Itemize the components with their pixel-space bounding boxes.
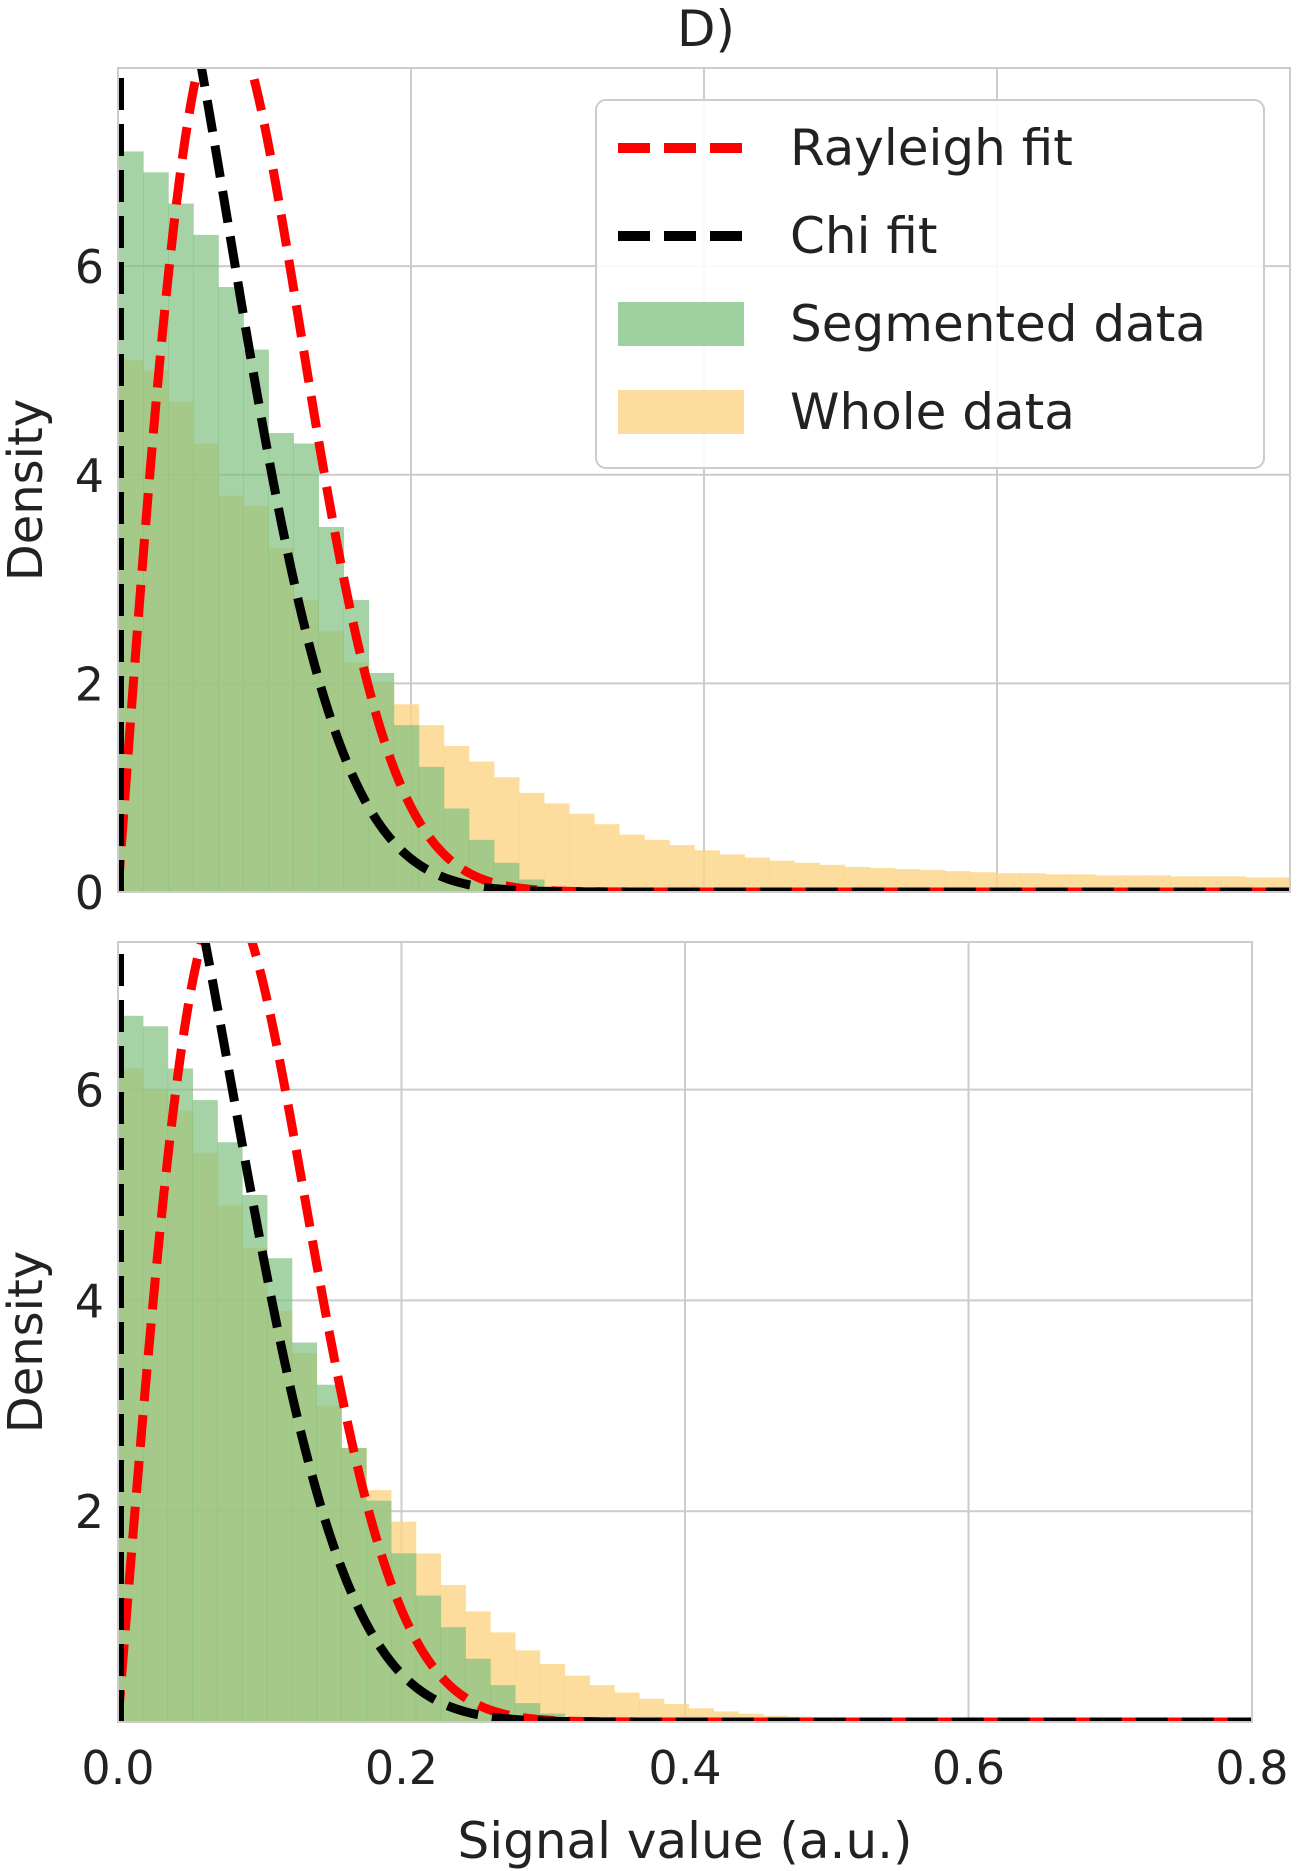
whole-bar — [619, 834, 645, 892]
whole-bar — [593, 824, 620, 892]
segmented-bar — [390, 1553, 417, 1722]
y-tick-label: 6 — [75, 1064, 104, 1118]
whole-bar — [894, 869, 921, 892]
segmented-bar — [266, 1258, 293, 1722]
axes-frame — [117, 67, 1291, 893]
whole-bar — [994, 873, 1021, 892]
segmented-bar — [193, 234, 219, 892]
top-y-axis-label: Density — [0, 399, 54, 581]
whole-bar — [568, 813, 595, 892]
segmented-bar — [217, 1142, 243, 1722]
whole-bar — [1019, 873, 1046, 892]
x-tick-label: 0.8 — [1215, 1741, 1288, 1795]
y-tick-label: 2 — [75, 657, 104, 711]
x-tick-label: 0.2 — [365, 1741, 438, 1795]
segmented-histogram — [118, 1015, 615, 1722]
whole-bar — [518, 792, 545, 892]
whole-bar — [744, 857, 770, 892]
x-tick-label: 0.4 — [648, 1741, 721, 1795]
whole-bar — [919, 870, 946, 892]
legend-label: Chi fit — [790, 207, 938, 265]
whole-bar — [769, 860, 795, 892]
segmented-bar — [167, 1068, 194, 1722]
rayleigh-fit-line — [118, 68, 1290, 892]
whole-bar — [669, 845, 695, 892]
whole-bar — [694, 850, 720, 892]
segmented-bar — [418, 766, 445, 892]
legend-label: Whole data — [790, 383, 1075, 441]
segmented-bar — [268, 433, 294, 892]
y-tick-label: 0 — [75, 866, 104, 920]
whole-bar — [543, 803, 570, 892]
y-tick-label: 4 — [75, 1274, 104, 1328]
whole-bar — [589, 1685, 615, 1722]
top-panel: 0 2 4 6 — [75, 67, 1291, 920]
whole-bar — [564, 1675, 590, 1722]
segmented-legend-swatch — [618, 302, 744, 346]
segmented-bar — [368, 672, 395, 892]
whole-bar — [944, 871, 971, 892]
legend-label: Segmented data — [790, 295, 1206, 353]
chi-fit-line — [196, 68, 1290, 892]
whole-bar — [713, 1711, 739, 1722]
whole-bar — [794, 862, 821, 892]
segmented-histogram — [118, 151, 620, 892]
y-tick-label: 6 — [75, 240, 104, 294]
whole-bar — [539, 1664, 566, 1722]
chi-fit-line — [200, 942, 1252, 1722]
x-axis-label: Signal value (a.u.) — [457, 1812, 912, 1870]
whole-bar — [644, 839, 670, 892]
whole-bar — [719, 854, 745, 892]
whole-bar — [614, 1692, 640, 1722]
segmented-bar — [218, 287, 244, 892]
figure-title: D) — [677, 0, 735, 58]
legend: Rayleigh fit Chi fit Segmented data Whole d… — [595, 99, 1265, 469]
legend-label: Rayleigh fit — [790, 119, 1073, 177]
axes-frame — [117, 941, 1253, 1723]
segmented-bar — [168, 203, 194, 892]
x-tick-label: 0.0 — [81, 1741, 154, 1795]
segmented-bar — [192, 1100, 218, 1722]
y-tick-label: 4 — [75, 449, 104, 503]
segmented-bar — [316, 1384, 342, 1722]
whole-bar — [969, 872, 996, 892]
whole-bar — [638, 1698, 665, 1722]
x-tick-label: 0.6 — [932, 1741, 1005, 1795]
whole-bar — [819, 864, 846, 892]
segmented-bar — [242, 1194, 268, 1722]
whole-legend-swatch — [618, 390, 744, 434]
bottom-y-axis-label: Density — [0, 1251, 54, 1433]
y-tick-label: 2 — [75, 1485, 104, 1539]
legend-box — [595, 99, 1265, 469]
whole-bar — [869, 868, 896, 892]
bottom-panel: 2 4 6 0.0 0.2 0.4 0.6 0.8 — [75, 941, 1289, 1795]
